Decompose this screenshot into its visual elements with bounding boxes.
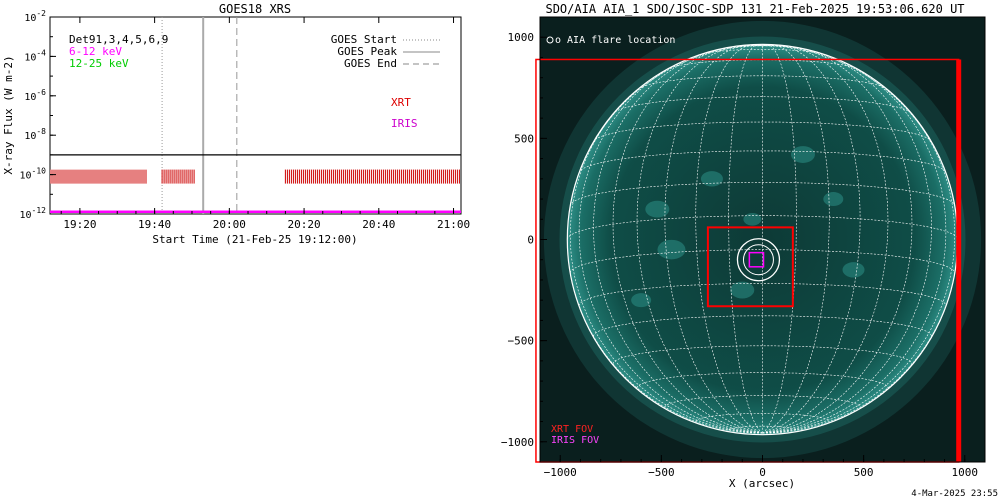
- goes-panel: GOES18 XRS 19:20 19:40 20:00 20:20 20:40 21:0…: [2, 2, 470, 246]
- active-region: [657, 239, 686, 260]
- longitude-line: [593, 45, 763, 434]
- longitude-line: [695, 44, 763, 434]
- aia-legend: o AIA flare location: [555, 35, 675, 46]
- active-region: [842, 262, 865, 278]
- label-iris: IRIS: [391, 117, 418, 130]
- xrt-fov-label: XRT FOV: [551, 424, 593, 435]
- active-region: [700, 171, 723, 187]
- legend-left-item-1: 6-12 keV: [69, 45, 122, 58]
- active-region: [823, 192, 844, 207]
- aia-xlabel: X (arcsec): [729, 477, 795, 490]
- xrt-observation-block: [284, 169, 460, 184]
- goes-xtick-label: 20:40: [362, 218, 395, 231]
- longitude-line: [612, 44, 763, 434]
- aia-ytick-label: −500: [508, 335, 535, 348]
- active-region: [790, 146, 815, 163]
- legend-left-item-0: Det91,3,4,5,6,9: [69, 33, 168, 46]
- goes-title: GOES18 XRS: [219, 2, 291, 16]
- goes-xlabel: Start Time (21-Feb-25 19:12:00): [152, 233, 357, 246]
- aia-title: SDO/AIA AIA_1 SDO/JSOC-SDP 131 21-Feb-20…: [545, 2, 964, 16]
- longitude-line: [664, 44, 763, 434]
- legend-right-end: GOES End: [344, 57, 397, 70]
- active-region: [645, 200, 670, 218]
- longitude-line: [762, 44, 913, 434]
- legend-right-start: GOES Start: [331, 33, 397, 46]
- aia-xtick-label: −1000: [544, 466, 577, 479]
- goes-xtick-label: 19:20: [63, 218, 96, 231]
- longitude-line: [762, 45, 932, 434]
- aia-xtick-label: 0: [759, 466, 766, 479]
- aia-xtick-label: 500: [854, 466, 874, 479]
- footer-timestamp: 4-Mar-2025 23:55: [911, 489, 998, 499]
- longitude-line: [567, 45, 763, 434]
- longitude-line: [762, 45, 956, 434]
- iris-fov-label: IRIS FOV: [551, 435, 599, 446]
- goes-xtick-label: 20:00: [213, 218, 246, 231]
- longitude-line: [762, 44, 830, 434]
- goes-ytick-label: 10-6: [24, 88, 46, 103]
- flare-location-marker-inner: [742, 244, 774, 276]
- active-region: [730, 281, 755, 299]
- aia-panel: SDO/AIA AIA_1 SDO/JSOC-SDP 131 21-Feb-20…: [501, 2, 986, 490]
- xrt-fov-box: [706, 226, 794, 308]
- goes-xtick-label: 19:40: [138, 218, 171, 231]
- legend-right-peak: GOES Peak: [337, 45, 397, 58]
- longitude-line: [569, 45, 763, 434]
- goes-xtick-label: 21:00: [437, 218, 470, 231]
- legend-circle-icon: [546, 36, 554, 44]
- latitude-line: [612, 96, 913, 116]
- latitude-line: [570, 182, 955, 206]
- aia-xtick-label: 1000: [952, 466, 979, 479]
- longitude-line: [762, 45, 958, 434]
- longitude-line: [762, 44, 861, 434]
- longitude-line: [636, 44, 763, 434]
- aia-ytick-label: 1000: [508, 31, 535, 44]
- aia-xtick-label: −500: [648, 466, 675, 479]
- goes-ytick-label: 10-2: [24, 9, 46, 24]
- goes-xtick-label: 20:20: [288, 218, 321, 231]
- xrt-observation-block: [161, 169, 195, 184]
- longitude-line: [762, 44, 889, 434]
- aia-ytick-label: 500: [514, 132, 534, 145]
- active-region: [743, 212, 762, 226]
- aia-ytick-label: −1000: [501, 436, 534, 449]
- aia-ytick-label: 0: [527, 234, 534, 247]
- flare-location-marker: [736, 238, 781, 282]
- goes-ylabel: X-ray Flux (W m-2): [2, 55, 15, 174]
- latitude-line: [593, 121, 932, 143]
- legend-left-item-2: 12-25 keV: [69, 57, 129, 70]
- iris-fov-box: [748, 251, 765, 268]
- latitude-line: [578, 283, 947, 306]
- goes-ytick-label: 10-12: [20, 206, 47, 221]
- goes-ytick-label: 10-4: [24, 48, 46, 63]
- xrt-observation-block: [50, 169, 147, 184]
- goes-ytick-label: 10-10: [20, 167, 47, 182]
- latitude-line: [612, 345, 913, 365]
- goes-ytick-label: 10-8: [24, 127, 46, 142]
- active-region: [631, 293, 652, 308]
- label-xrt: XRT: [391, 96, 411, 109]
